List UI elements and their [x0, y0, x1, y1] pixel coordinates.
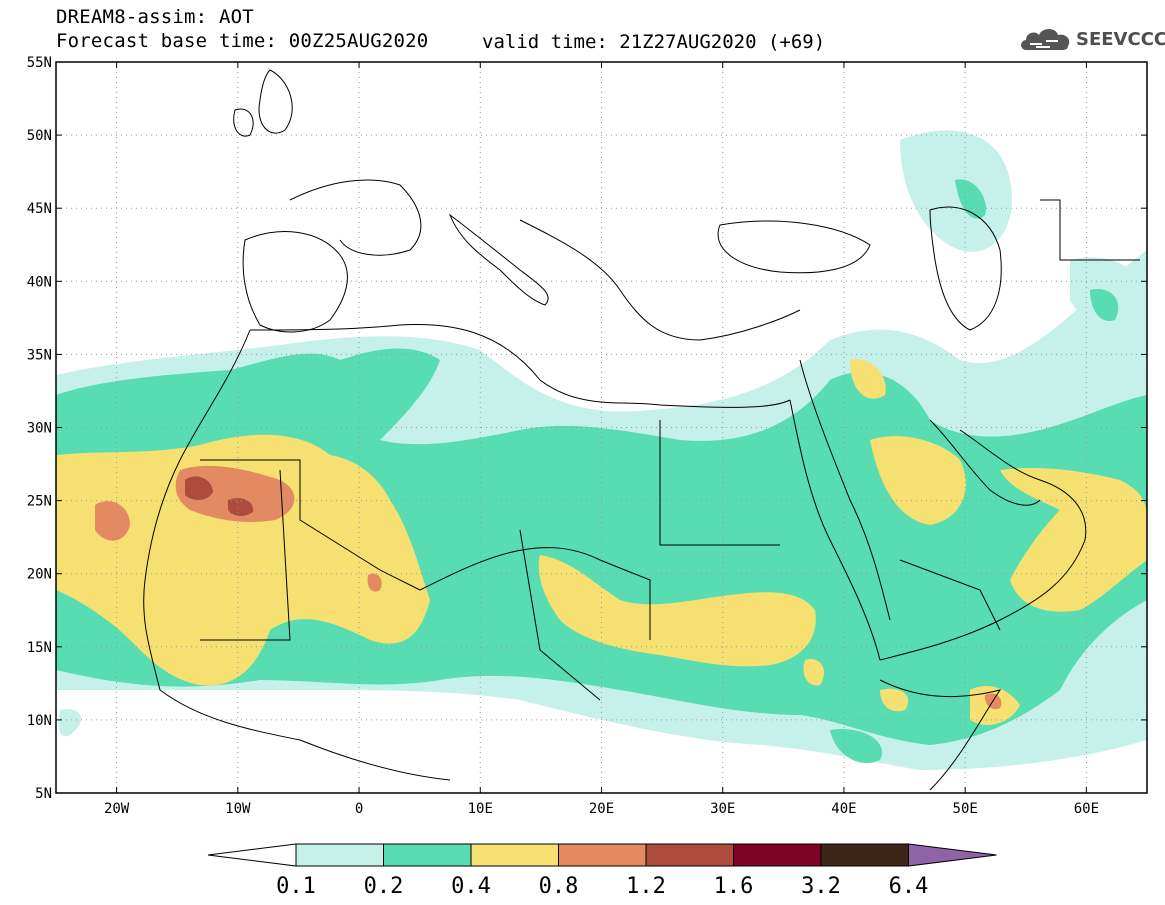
lat-lon-grid [56, 62, 1147, 793]
colorbar-segment [470, 843, 559, 867]
colorbar-labels: 0.1 0.2 0.4 0.8 1.2 1.6 3.2 6.4 [276, 874, 928, 899]
seevccc-logo: SEEVCCC [1018, 22, 1165, 56]
lon-label: 30E [710, 801, 735, 817]
colorbar-segment [645, 843, 734, 867]
latitude-labels: 55N 50N 45N 40N 35N 30N 25N 20N 15N 10N 5N [27, 55, 52, 802]
longitude-labels: 20W 10W 0 10E 20E 30E 40E 50E 60E [104, 801, 1099, 817]
colorbar-level-label: 0.8 [539, 874, 579, 899]
cloud-icon [1021, 29, 1070, 50]
lon-label: 10W [225, 801, 251, 817]
lat-label: 10N [27, 713, 52, 729]
colorbar-level-label: 1.2 [626, 874, 666, 899]
forecast-base-time: Forecast base time: 00Z25AUG2020 [56, 30, 429, 52]
lat-label: 55N [27, 55, 52, 71]
lon-label: 60E [1074, 801, 1099, 817]
colorbar-segment [558, 843, 647, 867]
colorbar-level-label: 0.2 [364, 874, 404, 899]
map-title: DREAM8-assim: AOT [56, 6, 254, 28]
colorbar-level-label: 0.1 [276, 874, 316, 899]
lat-label: 50N [27, 128, 52, 144]
coastlines [143, 69, 1140, 791]
lon-label: 20E [589, 801, 614, 817]
lat-label: 40N [27, 274, 52, 290]
colorbar-under-arrow [207, 843, 297, 867]
aot-level-1.2 [185, 476, 254, 516]
lat-label: 45N [27, 201, 52, 217]
logo-text: SEEVCCC [1076, 29, 1165, 50]
lon-label: 20W [104, 801, 130, 817]
lon-label: 0 [355, 801, 363, 817]
lat-label: 20N [27, 567, 52, 583]
lat-label: 5N [35, 786, 52, 802]
lat-label: 30N [27, 421, 52, 437]
lat-label: 35N [27, 347, 52, 363]
colorbar-level-label: 3.2 [801, 874, 841, 899]
colorbar-segment [295, 843, 384, 867]
lat-label: 25N [27, 494, 52, 510]
colorbar-level-label: 1.6 [714, 874, 754, 899]
lon-label: 10E [468, 801, 493, 817]
valid-time: valid time: 21Z27AUG2020 (+69) [482, 31, 826, 53]
axis-ticks [56, 61, 1147, 794]
lat-label: 15N [27, 640, 52, 656]
aot-level-0.4 [56, 359, 1147, 725]
colorbar-segment [820, 843, 909, 867]
colorbar-segment [383, 843, 472, 867]
colorbar-over-arrow [908, 843, 997, 867]
lon-label: 40E [831, 801, 856, 817]
colorbar-level-label: 6.4 [889, 874, 929, 899]
lon-label: 50E [953, 801, 978, 817]
colorbar [207, 843, 997, 867]
colorbar-level-label: 0.4 [451, 874, 491, 899]
colorbar-segment [733, 843, 822, 867]
